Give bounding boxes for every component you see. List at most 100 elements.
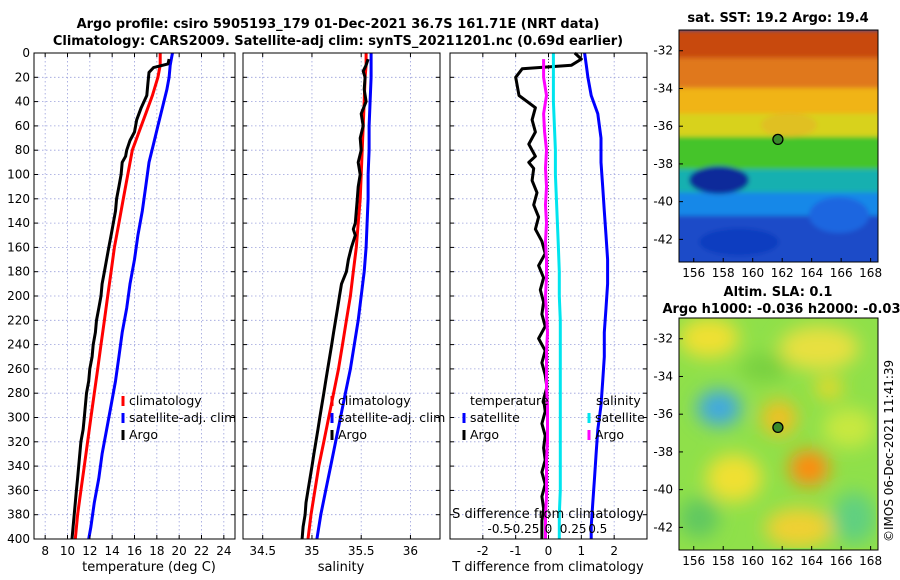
map-xtick-label: 158 xyxy=(712,554,735,568)
xtick-label: 20 xyxy=(172,544,187,558)
ytick-label: 100 xyxy=(7,168,30,182)
series-line xyxy=(73,53,162,540)
series-line xyxy=(306,53,368,540)
series-line xyxy=(300,58,370,540)
ytick-label: 360 xyxy=(7,483,30,497)
ytick-label: 280 xyxy=(7,386,30,400)
temperature-profile-chart: 0 20 40 60 80 100 120 140 160 180 200 220 240 260 280 3… xyxy=(7,46,236,558)
grid xyxy=(243,52,440,540)
sla-blob xyxy=(679,318,739,358)
imos-watermark: ©IMOS 06-Dec-2021 11:41:39 xyxy=(882,360,896,542)
map-ytick-label: -36 xyxy=(653,407,673,421)
series-line xyxy=(514,51,583,539)
stick-label: 0.5 xyxy=(588,522,607,536)
sla-blobs xyxy=(679,318,876,548)
map-xtick-label: 168 xyxy=(859,554,882,568)
sst-bands xyxy=(679,30,878,262)
stick-label: 0.25 xyxy=(560,522,587,536)
map-xtick-label: 166 xyxy=(830,554,853,568)
map-ytick-label: -36 xyxy=(653,119,673,133)
sla-blob xyxy=(679,498,719,538)
ytick-label: 140 xyxy=(7,216,30,230)
map-ytick-label: -38 xyxy=(653,445,673,459)
series-line xyxy=(583,52,610,539)
sla-blob xyxy=(823,408,875,448)
ytick-label: 160 xyxy=(7,240,30,254)
sst-warm-patch xyxy=(761,113,817,137)
salinity-profile-chart: 34.5 35 35.5 36 xyxy=(242,52,441,558)
sst-cold-patch xyxy=(699,228,779,256)
sla-blob xyxy=(740,354,788,382)
xtick-label: 14 xyxy=(105,544,120,558)
ytick-label: 0 xyxy=(22,46,30,60)
xtick-label: 22 xyxy=(194,544,209,558)
figure-title-line1: Argo profile: csiro 5905193_179 01-Dec-2… xyxy=(77,17,600,32)
salinity-legend: climatology satellite-adj. clim Argo xyxy=(330,393,445,442)
ytick-label: 300 xyxy=(7,411,30,425)
map-ytick-label: -32 xyxy=(653,44,673,58)
sst-map-frame xyxy=(678,29,879,263)
stick-label: -0.25 xyxy=(508,522,539,536)
legend-label: climatology xyxy=(129,393,202,408)
ytick-label: 220 xyxy=(7,313,30,327)
ytick-label: 60 xyxy=(15,119,30,133)
ytick-label: 240 xyxy=(7,338,30,352)
map-xtick-label: 162 xyxy=(771,554,794,568)
ytick-label: 20 xyxy=(15,70,30,84)
argo-location-marker xyxy=(772,133,784,146)
difference-profile-chart: -2 -1 0 1 2 -0.5-0.25 0 0.25 0.5 xyxy=(449,51,648,558)
xtick-label: 35.5 xyxy=(348,544,375,558)
difference-xlabel: T difference from climatology xyxy=(451,560,644,575)
map-ytick-label: -40 xyxy=(653,195,673,209)
sst-cold-eddy xyxy=(689,166,749,194)
sla-field xyxy=(679,318,878,550)
ytick-label: 400 xyxy=(7,532,30,546)
map-ytick-label: -42 xyxy=(653,232,673,246)
xtick-label: 2 xyxy=(610,544,618,558)
series-line xyxy=(542,59,549,539)
series-line xyxy=(315,53,373,540)
map-ytick-label: -40 xyxy=(653,483,673,497)
map-ytick-label: -34 xyxy=(653,81,673,95)
xtick-label: 10 xyxy=(60,544,75,558)
xtick-label: 34.5 xyxy=(249,544,276,558)
sla-map-frame xyxy=(678,317,879,551)
sla-map-title-line1: Altim. SLA: 0.1 xyxy=(724,285,833,300)
map-ytick-label: -34 xyxy=(653,369,673,383)
difference-legend: temperature satellite Argo salinity satellit… xyxy=(462,393,645,442)
xtick-label: 16 xyxy=(127,544,142,558)
sst-cool-patch xyxy=(809,197,869,233)
legend-label: satellite xyxy=(470,410,520,425)
legend-label: satellite-adj. clim xyxy=(129,410,236,425)
legend-heading: salinity xyxy=(596,393,641,408)
difference-s-xlabel: S difference from climatology xyxy=(452,507,644,522)
series-line xyxy=(87,52,174,540)
legend-label: Argo xyxy=(595,427,624,442)
stick-label: 0 xyxy=(545,522,553,536)
map-ytick-label: -32 xyxy=(653,332,673,346)
map-xtick-label: 164 xyxy=(800,266,823,280)
map-xtick-label: 162 xyxy=(771,266,794,280)
legend-label: Argo xyxy=(129,427,158,442)
sla-blob xyxy=(697,390,741,426)
map-xtick-label: 164 xyxy=(800,554,823,568)
ytick-label: 380 xyxy=(7,508,30,522)
salinity-xlabel: salinity xyxy=(318,560,365,575)
ytick-label: 320 xyxy=(7,435,30,449)
ytick-label: 200 xyxy=(7,289,30,303)
sla-blob xyxy=(832,492,876,544)
map-xtick-label: 166 xyxy=(830,266,853,280)
figure-title-line2: Climatology: CARS2009. Satellite-adj cli… xyxy=(53,34,623,49)
legend-heading: temperature xyxy=(470,393,549,408)
ytick-label: 40 xyxy=(15,95,30,109)
xtick-label: 12 xyxy=(82,544,97,558)
map-ytick-label: -38 xyxy=(653,157,673,171)
sla-map: 156 158 160 162 164 166 168 -32 -34 -36 -38 -40 -42 xyxy=(653,317,882,568)
ytick-label: 120 xyxy=(7,192,30,206)
grid xyxy=(34,52,235,540)
xtick-label: 36 xyxy=(403,544,418,558)
temperature-legend: climatology satellite-adj. clim Argo xyxy=(121,393,236,442)
legend-label: climatology xyxy=(338,393,411,408)
sst-map: 156 158 160 162 164 166 168 -32 -34 -36 -38 -40 -42 xyxy=(653,29,882,280)
